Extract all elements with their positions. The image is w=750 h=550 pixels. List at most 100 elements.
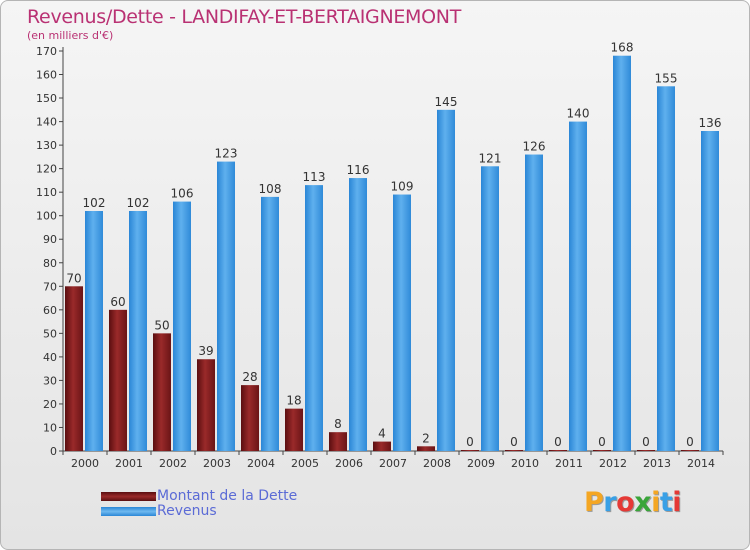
x-tick-label: 2011 [555,457,583,470]
data-label-revenus: 113 [303,170,326,184]
y-tick-label: 40 [43,351,57,364]
data-label-revenus: 126 [523,140,546,154]
data-label-revenus: 109 [391,180,414,194]
data-label-revenus: 168 [611,41,634,55]
data-label-dette: 0 [510,435,518,449]
bar-dette [549,450,567,451]
bar-revenus [613,55,631,452]
bar-revenus [657,86,675,451]
chart-subtitle: (en milliers d'€) [27,29,114,42]
chart-title: Revenus/Dette - LANDIFAY-ET-BERTAIGNEMON… [27,6,462,28]
bar-revenus [437,109,455,451]
data-label-dette: 0 [466,435,474,449]
data-label-revenus: 108 [259,182,282,196]
legend-swatch-revenus [101,507,156,516]
bar-dette [637,450,655,451]
data-label-dette: 2 [422,431,430,445]
x-tick-label: 2006 [335,457,363,470]
logo-letter: i [651,487,660,518]
data-label-dette: 39 [198,344,213,358]
y-tick-label: 70 [43,280,57,293]
bar-revenus [305,185,323,451]
data-label-dette: 0 [686,435,694,449]
bar-dette [197,359,215,451]
y-tick-label: 60 [43,304,57,317]
bar-dette [505,450,523,451]
data-label-revenus: 140 [567,107,590,121]
y-tick-label: 140 [36,116,57,129]
bar-revenus [217,161,235,451]
x-tick-label: 2007 [379,457,407,470]
data-label-dette: 0 [598,435,606,449]
chart-labels: 70 102 60 102 50 106 39 123 28 108 18 113 8 116 4 109 2 1… [66,41,721,449]
data-label-revenus: 123 [215,147,238,161]
x-tick-label: 2013 [643,457,671,470]
x-tick-label: 2001 [115,457,143,470]
y-tick-label: 110 [36,186,57,199]
x-tick-label: 2008 [423,457,451,470]
bar-dette [285,408,303,451]
data-label-revenus: 102 [127,196,150,210]
bar-dette [373,441,391,451]
data-label-dette: 28 [242,370,257,384]
data-label-dette: 60 [110,295,125,309]
y-tick-label: 20 [43,398,57,411]
data-label-dette: 70 [66,271,81,285]
bar-dette [153,333,171,451]
bar-revenus [349,178,367,451]
x-tick-label: 2005 [291,457,319,470]
legend-label-revenus: Revenus [157,503,217,519]
y-tick-label: 10 [43,421,57,434]
y-tick-label: 120 [36,163,57,176]
data-label-revenus: 136 [699,116,722,130]
bar-revenus [129,211,147,451]
bar-dette [329,432,347,451]
bar-revenus [525,154,543,451]
data-label-revenus: 145 [435,95,458,109]
legend-label-dette: Montant de la Dette [157,488,298,504]
bar-revenus [481,166,499,451]
x-tick-label: 2012 [599,457,627,470]
bar-dette [241,385,259,451]
bar-dette [461,450,479,451]
x-tick-label: 2003 [203,457,231,470]
bar-dette [65,286,83,451]
y-tick-label: 0 [50,445,57,458]
chart-bars [65,55,719,452]
data-label-dette: 50 [154,318,169,332]
data-label-dette: 0 [642,435,650,449]
data-label-dette: 8 [334,417,342,431]
y-tick-label: 160 [36,69,57,82]
y-tick-label: 100 [36,210,57,223]
bar-dette [417,446,435,451]
y-tick-label: 130 [36,139,57,152]
logo-letter: i [672,487,682,518]
logo-letter: P [584,487,604,518]
data-label-revenus: 121 [479,151,502,165]
x-tick-label: 2014 [687,457,715,470]
data-label-dette: 18 [286,394,301,408]
bar-dette [109,309,127,451]
data-label-revenus: 102 [83,196,106,210]
logo-letter: r [603,487,617,518]
proxiti-logo: Proxiti [584,487,682,518]
bar-revenus [393,194,411,451]
logo-letter: o [616,487,635,518]
data-label-revenus: 116 [347,163,370,177]
y-tick-label: 80 [43,257,57,270]
bar-revenus [85,211,103,451]
data-label-dette: 0 [554,435,562,449]
x-tick-label: 2009 [467,457,495,470]
y-tick-label: 150 [36,92,57,105]
legend-swatch-dette [101,492,156,501]
data-label-revenus: 106 [171,187,194,201]
data-label-dette: 4 [378,427,386,441]
data-label-revenus: 155 [655,71,678,85]
x-tick-label: 2004 [247,457,275,470]
y-tick-label: 170 [36,45,57,58]
bar-revenus [173,201,191,451]
y-tick-label: 30 [43,374,57,387]
bar-dette [681,450,699,451]
